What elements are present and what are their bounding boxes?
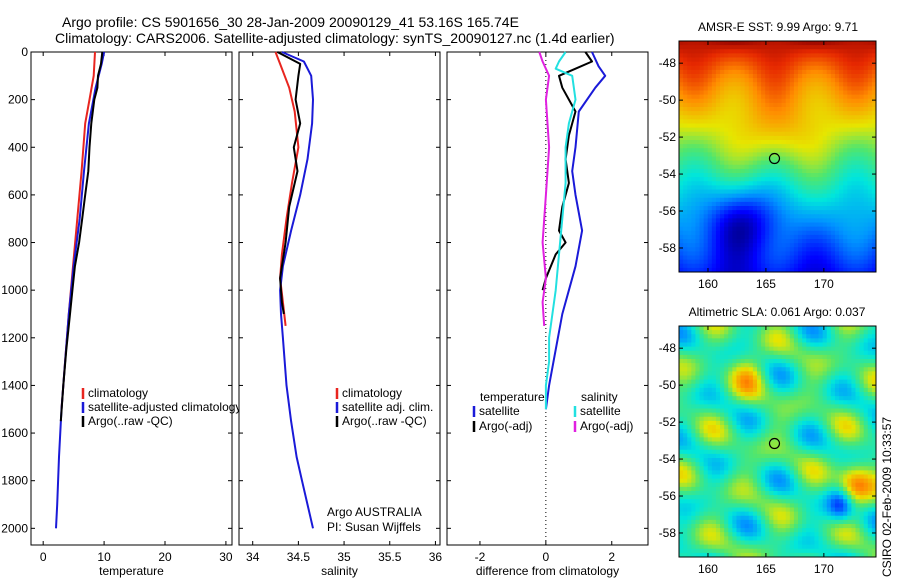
y-tick-label: -54 — [659, 167, 677, 181]
legend-label: Argo(..raw -QC) — [342, 414, 427, 428]
argo-position-marker — [768, 437, 781, 450]
y-tick-label: 600 — [8, 188, 28, 202]
y-tick-label: -50 — [659, 93, 677, 107]
sst-map: -48 -50 -52 -54 -56 -58 160 165 170 — [659, 40, 877, 291]
y-tick-label: -56 — [659, 489, 677, 503]
x-tick-label: 170 — [814, 562, 834, 576]
x-tick-label: 35 — [337, 550, 351, 564]
x-tick-label: 35.5 — [378, 550, 402, 564]
legend-label: satellite — [580, 404, 621, 418]
x-tick-label: 2 — [608, 550, 615, 564]
timestamp-label: CSIRO 02-Feb-2009 10:33:57 — [880, 417, 894, 577]
x-tick-label: 170 — [814, 277, 834, 291]
annotation-owner: Argo AUSTRALIA — [327, 505, 422, 519]
y-tick-label: 1600 — [1, 426, 28, 440]
series-2-line — [544, 51, 577, 410]
x-tick-label: 0 — [40, 550, 47, 564]
y-tick-label: 2000 — [1, 521, 28, 535]
series-1-line — [55, 51, 106, 529]
x-tick-label: 36 — [429, 550, 443, 564]
x-tick-label: -2 — [475, 550, 486, 564]
legend-label: Argo(-adj) — [580, 419, 633, 433]
legend-label: Argo(-adj) — [479, 419, 532, 433]
y-tick-label: -48 — [659, 341, 677, 355]
legend-label: Argo(..raw -QC) — [88, 414, 173, 428]
legend-label: climatology — [88, 386, 148, 400]
argo-position-marker — [768, 152, 781, 165]
y-tick-label: -58 — [659, 241, 677, 255]
salinity-profile-frame — [238, 51, 441, 546]
y-tick-label: 0 — [21, 45, 28, 59]
y-tick-label: -58 — [659, 526, 677, 540]
legend-label: satellite adj. clim. — [342, 400, 433, 414]
series-1-line — [279, 51, 314, 529]
title-line-1: Argo profile: CS 5901656_30 28-Jan-2009 … — [62, 14, 519, 30]
x-tick-label: 34 — [246, 550, 260, 564]
title-line-2: Climatology: CARS2006. Satellite-adjuste… — [55, 30, 615, 46]
x-tick-label: 160 — [698, 562, 718, 576]
y-tick-label: -50 — [659, 378, 677, 392]
sla-map-frame — [678, 325, 877, 558]
y-tick-label: 800 — [8, 236, 28, 250]
y-tick-label: -54 — [659, 452, 677, 466]
legend-label: climatology — [342, 386, 402, 400]
sst-map-frame — [678, 40, 877, 273]
y-tick-label: -48 — [659, 56, 677, 70]
x-axis-label: difference from climatology — [476, 564, 619, 578]
difference-profile-frame — [446, 51, 649, 546]
temperature-profile-frame — [30, 51, 233, 546]
series-0-line — [544, 51, 607, 410]
y-tick-label: 400 — [8, 140, 28, 154]
sst-map-cells — [679, 41, 877, 273]
x-tick-label: 160 — [698, 277, 718, 291]
x-tick-label: 0 — [543, 550, 550, 564]
legend-header: temperature — [480, 390, 545, 404]
annotation-pi: PI: Susan Wijffels — [327, 520, 421, 534]
y-tick-label: -52 — [659, 415, 677, 429]
temperature-profile-panel: 0 10 20 30 0 200 400 600 800 1000 1200 1400 1600 1800… — [1, 45, 241, 578]
x-axis-label: temperature — [99, 564, 164, 578]
sla-map-title: Altimetric SLA: 0.061 Argo: 0.037 — [689, 305, 866, 319]
sla-map: -48 -50 -52 -54 -56 -58 160 165 170 — [659, 325, 877, 576]
y-tick-label: 200 — [8, 93, 28, 107]
x-tick-label: 10 — [97, 550, 111, 564]
y-tick-label: 1200 — [1, 331, 28, 345]
legend-label: satellite-adjusted climatology — [88, 400, 241, 414]
series-2-line — [276, 51, 302, 315]
x-axis-label: salinity — [321, 564, 358, 578]
x-tick-label: 34.5 — [287, 550, 311, 564]
y-tick-label: -52 — [659, 130, 677, 144]
y-tick-label: 1000 — [1, 283, 28, 297]
x-tick-label: 20 — [158, 550, 172, 564]
x-tick-label: 165 — [756, 562, 776, 576]
series-3-line — [538, 51, 551, 326]
salinity-profile-panel: 34 34.5 35 35.5 36 salinity climatologysatelli… — [238, 51, 443, 578]
sla-map-cells — [679, 326, 877, 558]
y-tick-label: -56 — [659, 204, 677, 218]
x-tick-label: 165 — [756, 277, 776, 291]
sst-map-title: AMSR-E SST: 9.99 Argo: 9.71 — [698, 20, 858, 34]
y-tick-label: 1800 — [1, 474, 28, 488]
y-tick-label: 1400 — [1, 378, 28, 392]
x-tick-label: 30 — [219, 550, 233, 564]
legend-label: satellite — [479, 404, 520, 418]
legend-header: salinity — [581, 390, 618, 404]
series-2-line — [59, 51, 104, 422]
